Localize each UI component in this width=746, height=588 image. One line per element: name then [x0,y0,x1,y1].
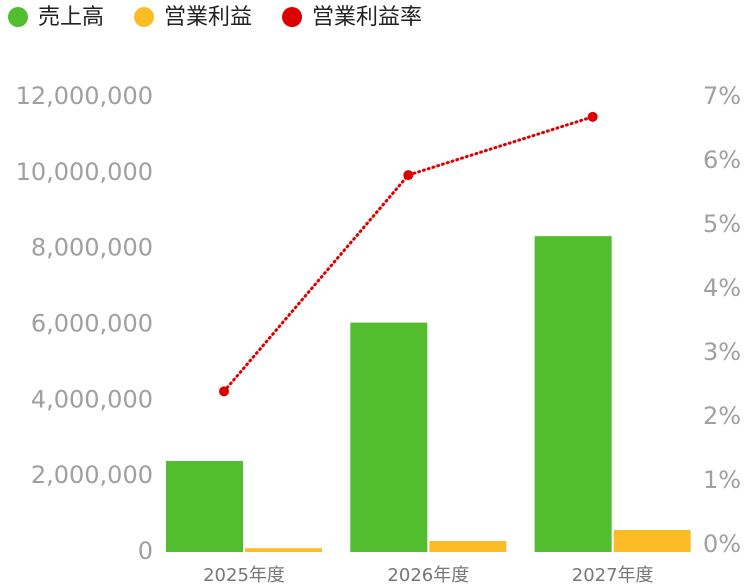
y-tick-label: 2,000,000 [31,461,153,489]
y2-tick-label: 6% [703,146,741,174]
y-tick-label: 4,000,000 [31,385,153,413]
x-tick-label: 2027年度 [572,565,654,586]
y2-tick-label: 2% [703,402,741,430]
y-tick-label: 0 [138,537,153,565]
legend-marker [8,7,28,27]
bar [166,461,243,552]
line-point [219,386,229,397]
y-tick-label: 10,000,000 [16,158,153,186]
y-tick-label: 8,000,000 [31,234,153,262]
line-point [403,170,414,181]
y-tick-label: 12,000,000 [16,82,153,110]
legend-label: 営業利益率 [312,5,422,30]
bar [613,530,691,552]
legend-marker [282,7,303,27]
y2-tick-label: 4% [703,274,741,302]
bar [534,236,612,552]
y2-tick-label: 1% [703,466,741,494]
y-tick-label: 6,000,000 [31,310,153,338]
legend-marker [134,7,155,27]
y2-tick-label: 5% [703,210,741,238]
line-point [587,111,598,122]
bar [429,541,507,552]
x-tick-label: 2026年度 [387,565,469,586]
legend-label: 営業利益 [164,5,252,30]
legend-label: 売上高 [38,5,104,30]
bar [350,322,428,552]
bar [245,548,322,552]
y2-tick-label: 0% [703,530,741,558]
y2-tick-label: 3% [703,338,741,366]
y2-tick-label: 7% [703,82,741,110]
x-tick-label: 2025年度 [203,565,285,586]
